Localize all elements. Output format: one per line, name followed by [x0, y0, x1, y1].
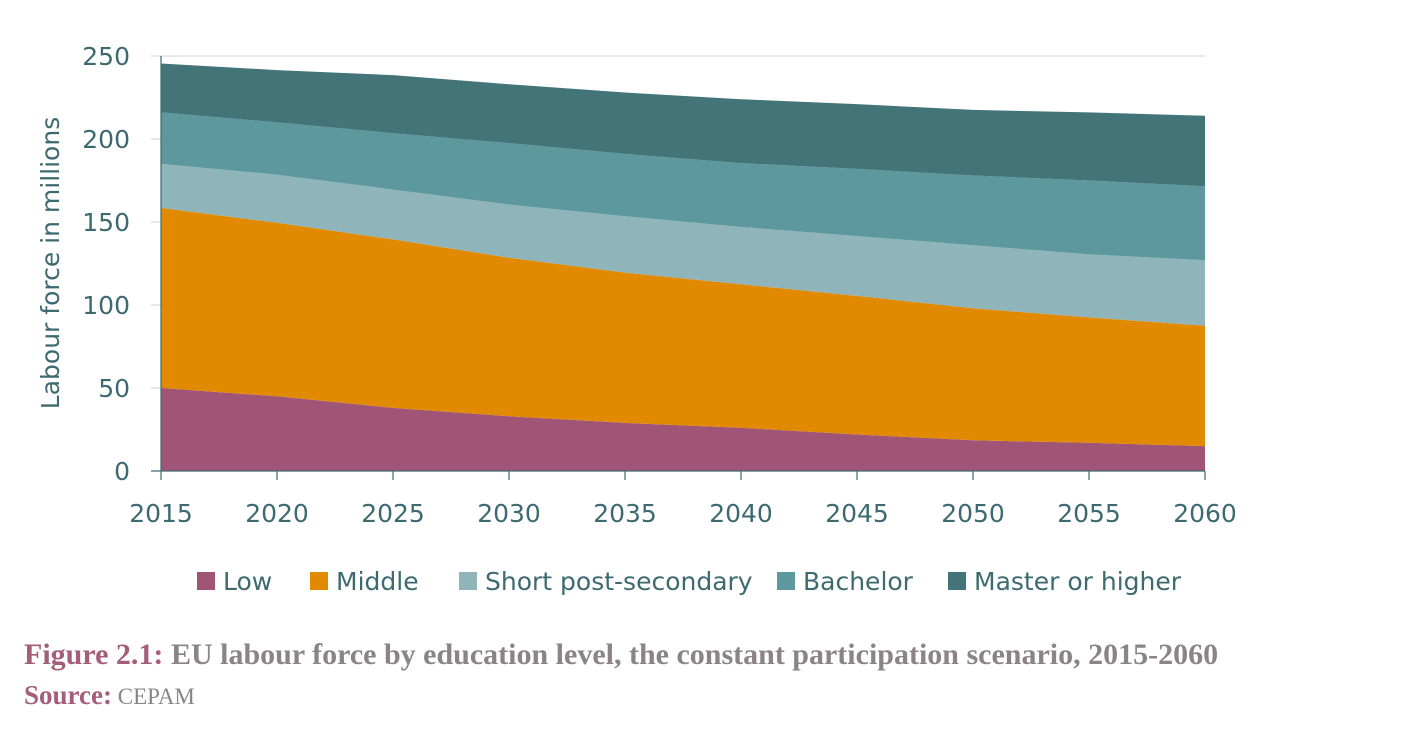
y-tick-label-150: 150: [82, 208, 130, 237]
figure-source: Source: CEPAM: [24, 680, 195, 711]
y-tick-label-200: 200: [82, 125, 130, 154]
legend-label-low: Low: [223, 567, 272, 596]
caption-text: EU labour force by education level, the …: [170, 638, 1219, 671]
figure-caption: Figure 2.1: EU labour force by education…: [24, 638, 1218, 672]
area-middle: [161, 207, 1205, 447]
area-bachelor: [161, 112, 1205, 261]
x-tick-label-2015: 2015: [129, 499, 193, 528]
x-tick-label-2060: 2060: [1173, 499, 1237, 528]
x-tick-label-2020: 2020: [245, 499, 309, 528]
y-tick-label-0: 0: [114, 457, 130, 486]
x-tick-label-2025: 2025: [361, 499, 425, 528]
caption-prefix: Figure 2.1:: [24, 638, 164, 671]
x-tick-label-2035: 2035: [593, 499, 657, 528]
legend-label-master-or-higher: Master or higher: [974, 567, 1182, 596]
x-tick-label-2030: 2030: [477, 499, 541, 528]
y-tick-label-50: 50: [98, 374, 130, 403]
x-tick-labels: 2015 2020 2025 2030 2035 2040 2045 2050 2055 2060: [129, 499, 1237, 528]
legend-swatch-bachelor: [777, 572, 795, 590]
legend-swatch-master-or-higher: [948, 572, 966, 590]
area-master-or-higher: [161, 63, 1205, 187]
legend-label-short-post-secondary: Short post-secondary: [485, 567, 753, 596]
x-tick-label-2045: 2045: [825, 499, 889, 528]
axes: [151, 56, 1206, 480]
chart: 0 50 100 150 200 250 2015 2020 2025 2030 2035 2040…: [36, 42, 1237, 596]
legend-swatch-short-post-secondary: [459, 572, 477, 590]
y-tick-label-100: 100: [82, 291, 130, 320]
x-tick-label-2040: 2040: [709, 499, 773, 528]
legend-label-bachelor: Bachelor: [803, 567, 914, 596]
area-series: [161, 63, 1205, 471]
y-axis-title: Labour force in millions: [36, 117, 65, 409]
legend-label-middle: Middle: [336, 567, 419, 596]
legend-swatch-low: [197, 572, 215, 590]
source-prefix: Source:: [24, 680, 112, 710]
area-short-post-secondary: [161, 163, 1205, 326]
legend: Low Middle Short post-secondary Bachelor Mas…: [197, 567, 1182, 596]
legend-swatch-middle: [310, 572, 328, 590]
x-tick-label-2055: 2055: [1057, 499, 1121, 528]
x-tick-label-2050: 2050: [941, 499, 1005, 528]
source-text: CEPAM: [117, 684, 195, 709]
y-tick-labels: 0 50 100 150 200 250: [82, 42, 130, 486]
area-low: [161, 388, 1205, 471]
y-tick-label-250: 250: [82, 42, 130, 71]
